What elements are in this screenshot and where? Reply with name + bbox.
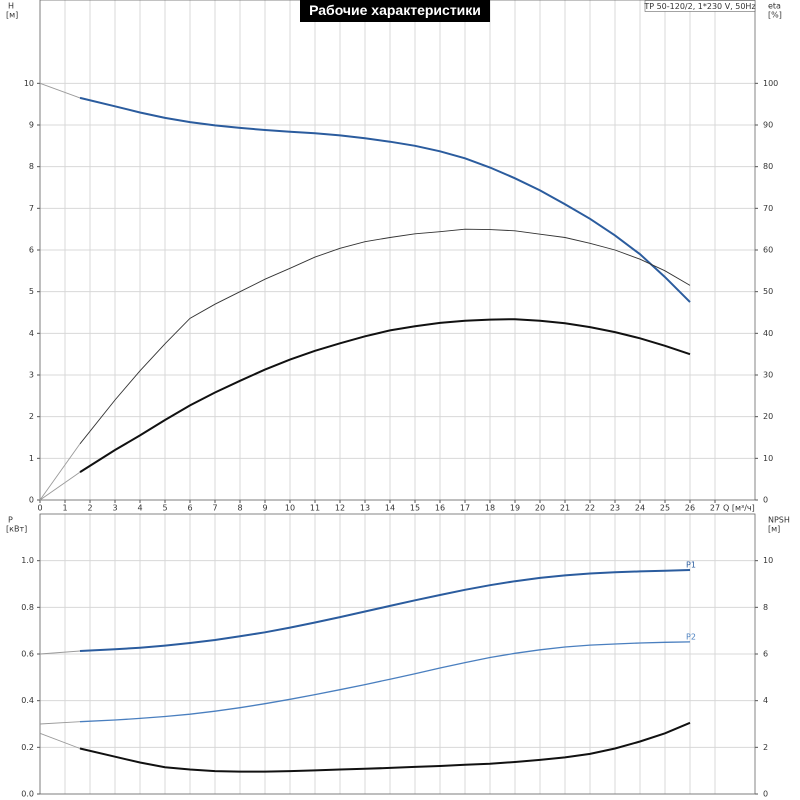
y-axis-label: H [8, 2, 14, 11]
curve [79, 318, 691, 473]
y-tick-label: 0.0 [21, 790, 34, 799]
y2-tick-label: 0 [763, 496, 768, 505]
y2-tick-label: 60 [763, 246, 773, 255]
y2-axis-unit: [м] [768, 525, 780, 534]
y2-axis-unit: [%] [768, 11, 782, 20]
y-tick-label: 7 [29, 204, 34, 213]
x-tick-label: 3 [112, 504, 117, 513]
y-tick-label: 9 [29, 121, 34, 130]
y2-tick-label: 30 [763, 371, 773, 380]
y-tick-label: 8 [29, 162, 34, 171]
y2-tick-label: 10 [763, 454, 773, 463]
curve [79, 228, 691, 445]
x-tick-label: 13 [360, 504, 370, 513]
y2-tick-label: 4 [763, 696, 768, 705]
y-tick-label: 0.2 [21, 743, 34, 752]
y2-tick-label: 20 [763, 412, 773, 421]
x-tick-label: 0 [37, 504, 42, 513]
y-tick-label: 1 [29, 454, 34, 463]
y-tick-label: 0.8 [21, 603, 34, 612]
x-tick-label: 25 [660, 504, 670, 513]
x-tick-label: 10 [285, 504, 295, 513]
y2-axis-label: eta [768, 2, 781, 11]
title-box [300, 0, 490, 22]
y-tick-label: 2 [29, 412, 34, 421]
y2-tick-label: 10 [763, 556, 773, 565]
x-tick-label: 6 [187, 504, 192, 513]
x-tick-label: 11 [310, 504, 320, 513]
y-tick-label: 1.0 [21, 556, 34, 565]
x-tick-label: 5 [162, 504, 167, 513]
curve [79, 569, 691, 652]
x-tick-label: 15 [410, 504, 420, 513]
y-tick-label: 4 [29, 329, 34, 338]
y2-axis-label: NPSH [768, 516, 790, 525]
y-tick-label: 3 [29, 371, 34, 380]
chart-title: Рабочие характеристики [309, 2, 481, 18]
curve [79, 721, 691, 773]
x-tick-label: 24 [635, 504, 645, 513]
x-tick-label: 14 [385, 504, 395, 513]
y2-tick-label: 90 [763, 121, 773, 130]
x-tick-label: 17 [460, 504, 470, 513]
x-tick-label: 26 [685, 504, 695, 513]
x-tick-label: 16 [435, 504, 445, 513]
y2-tick-label: 80 [763, 162, 773, 171]
series-label: P1 [686, 561, 696, 570]
curve-extension [39, 721, 81, 725]
y2-tick-label: 6 [763, 650, 768, 659]
x-tick-label: 27 [710, 504, 720, 513]
x-tick-label: 23 [610, 504, 620, 513]
curve-extension [39, 82, 81, 99]
curve [79, 641, 691, 723]
plot-frame [39, 0, 756, 501]
y-tick-label: 0.6 [21, 650, 34, 659]
x-tick-label: 2 [87, 504, 92, 513]
x-tick-label: 22 [585, 504, 595, 513]
y2-tick-label: 0 [763, 790, 768, 799]
y2-tick-label: 8 [763, 603, 768, 612]
series-label: P2 [686, 632, 696, 641]
x-tick-label: 9 [262, 504, 267, 513]
x-tick-label: 21 [560, 504, 570, 513]
x-tick-label: 12 [335, 504, 345, 513]
y2-tick-label: 40 [763, 329, 773, 338]
curve [79, 96, 691, 303]
y-tick-label: 5 [29, 287, 34, 296]
info-box [644, 0, 756, 12]
y2-tick-label: 50 [763, 287, 773, 296]
curve-extension [39, 471, 81, 501]
curve-extension [39, 443, 81, 501]
x-tick-label: 4 [137, 504, 142, 513]
x-tick-label: 19 [510, 504, 520, 513]
curve-extension [39, 650, 81, 655]
y-tick-label: 6 [29, 246, 34, 255]
y-axis-unit: [м] [6, 11, 18, 20]
x-tick-label: 20 [535, 504, 545, 513]
y-tick-label: 10 [24, 79, 34, 88]
y-axis-unit: [кВт] [6, 525, 27, 534]
y-tick-label: 0 [29, 496, 34, 505]
y2-tick-label: 100 [763, 79, 778, 88]
y-axis-label: P [8, 516, 13, 525]
y-tick-label: 0.4 [21, 696, 34, 705]
x-axis-label: Q [м³/ч] [723, 504, 755, 513]
x-tick-label: 1 [62, 504, 67, 513]
y2-tick-label: 70 [763, 204, 773, 213]
pump-info: TP 50-120/2, 1*230 V, 50Hz [643, 2, 755, 11]
curve-extension [39, 732, 81, 749]
y2-tick-label: 2 [763, 743, 768, 752]
x-tick-label: 18 [485, 504, 495, 513]
x-tick-label: 7 [212, 504, 217, 513]
x-tick-label: 8 [237, 504, 242, 513]
